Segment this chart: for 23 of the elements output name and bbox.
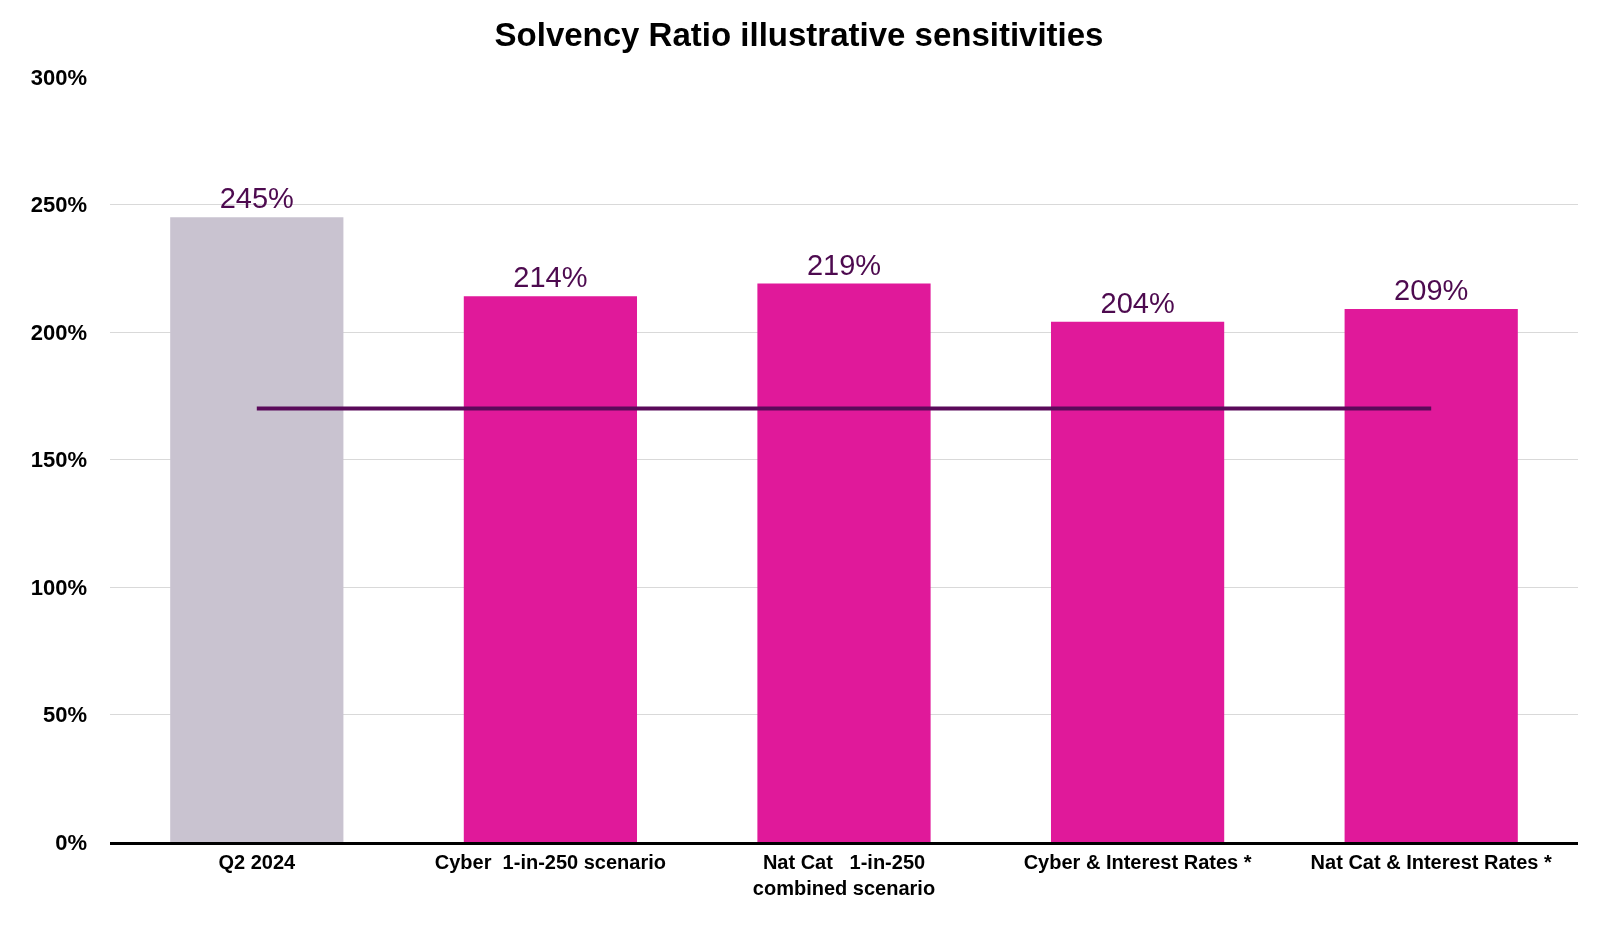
bar [1050, 321, 1225, 842]
y-tick-label: 150% [30, 447, 87, 473]
data-label: 214% [513, 261, 588, 294]
data-label: 219% [806, 248, 882, 281]
x-tick-label: Cyber & Interest Rates * [1023, 851, 1252, 873]
y-tick-label: 0% [55, 829, 87, 855]
chart-title: Solvency Ratio illustrative sensitivities [494, 16, 1104, 54]
data-label: 209% [1394, 274, 1469, 307]
bar [463, 296, 638, 842]
bar [1344, 309, 1518, 842]
data-label: 204% [1100, 286, 1175, 319]
y-tick-label: 200% [30, 319, 87, 345]
data-label: 245% [219, 182, 294, 215]
x-tick-label: Nat Cat 1-in-250 combined scenario [752, 851, 936, 899]
x-tick-label: Q2 2024 [218, 851, 297, 873]
y-tick-label: 300% [30, 64, 87, 90]
y-tick-label: 250% [30, 192, 87, 218]
x-tick-label: Nat Cat & Interest Rates * [1310, 851, 1552, 873]
y-tick-label: 50% [42, 702, 87, 728]
bar [170, 217, 344, 842]
x-tick-label: Cyber 1-in-250 scenario [434, 851, 667, 873]
y-tick-label: 100% [30, 574, 87, 600]
bar [757, 283, 931, 842]
